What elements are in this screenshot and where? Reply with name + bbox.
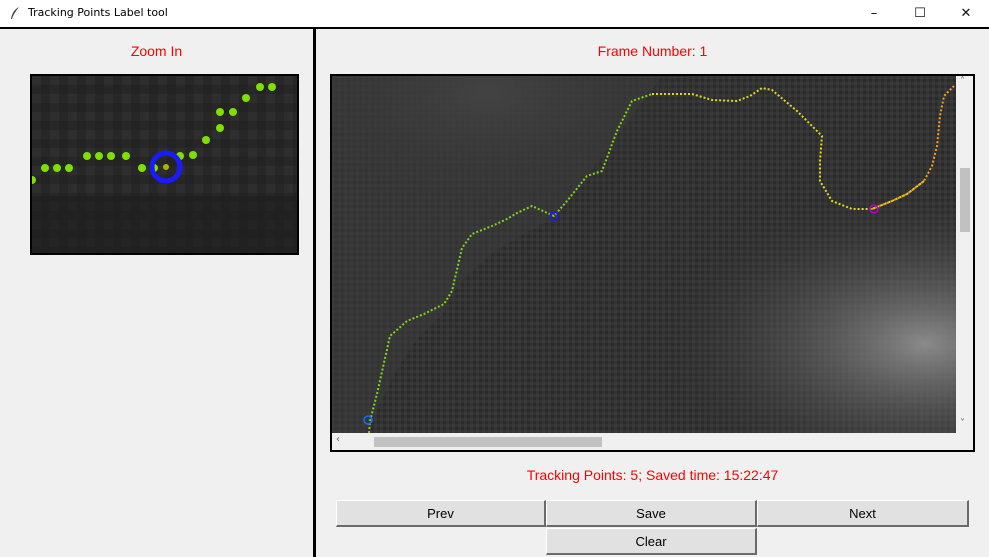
scroll-up-arrow[interactable]: ˄ xyxy=(960,76,965,87)
prev-button[interactable]: Prev xyxy=(336,500,546,527)
contour-yellow xyxy=(652,86,925,210)
horizontal-scrollbar[interactable]: ‹ › xyxy=(332,433,965,450)
scrollbar-corner xyxy=(956,433,973,450)
vertical-scroll-thumb[interactable] xyxy=(960,168,970,232)
zoom-in-view xyxy=(30,74,299,255)
zoom-in-title: Zoom In xyxy=(130,43,183,59)
frame-viewer[interactable]: ˄ ˅ ‹ › xyxy=(330,74,975,452)
horizontal-scroll-thumb[interactable] xyxy=(374,437,602,447)
zoom-in-image xyxy=(32,76,297,253)
frame-number-label: Frame Number: 1 xyxy=(597,43,708,59)
save-button[interactable]: Save xyxy=(546,500,757,527)
minimize-button[interactable]: – xyxy=(870,6,878,21)
scroll-down-arrow[interactable]: ˅ xyxy=(960,418,965,429)
zoom-focus-marker xyxy=(149,150,183,184)
contour-green xyxy=(368,93,653,433)
tracking-point-marker[interactable] xyxy=(363,415,373,425)
status-text: Tracking Points: 5; Saved time: 15:22:47 xyxy=(526,467,779,483)
tracking-point-marker[interactable] xyxy=(549,211,559,221)
panel-divider xyxy=(313,29,316,557)
contour-orange xyxy=(871,85,955,210)
frame-image[interactable] xyxy=(332,76,956,433)
frame-image-canvas[interactable] xyxy=(332,76,956,433)
clear-button[interactable]: Clear xyxy=(546,528,757,555)
tracking-point-marker[interactable] xyxy=(869,204,879,214)
vertical-scrollbar[interactable]: ˄ ˅ xyxy=(956,76,973,433)
maximize-button[interactable]: ☐ xyxy=(914,6,926,21)
feather-app-icon xyxy=(11,7,19,19)
scroll-left-arrow[interactable]: ‹ xyxy=(336,434,340,445)
close-button[interactable]: ✕ xyxy=(960,6,972,21)
next-button[interactable]: Next xyxy=(757,500,969,527)
window-titlebar: Tracking Points Label tool – ☐ ✕ xyxy=(0,0,989,27)
window-title: Tracking Points Label tool xyxy=(28,6,168,19)
top-border xyxy=(0,27,989,29)
